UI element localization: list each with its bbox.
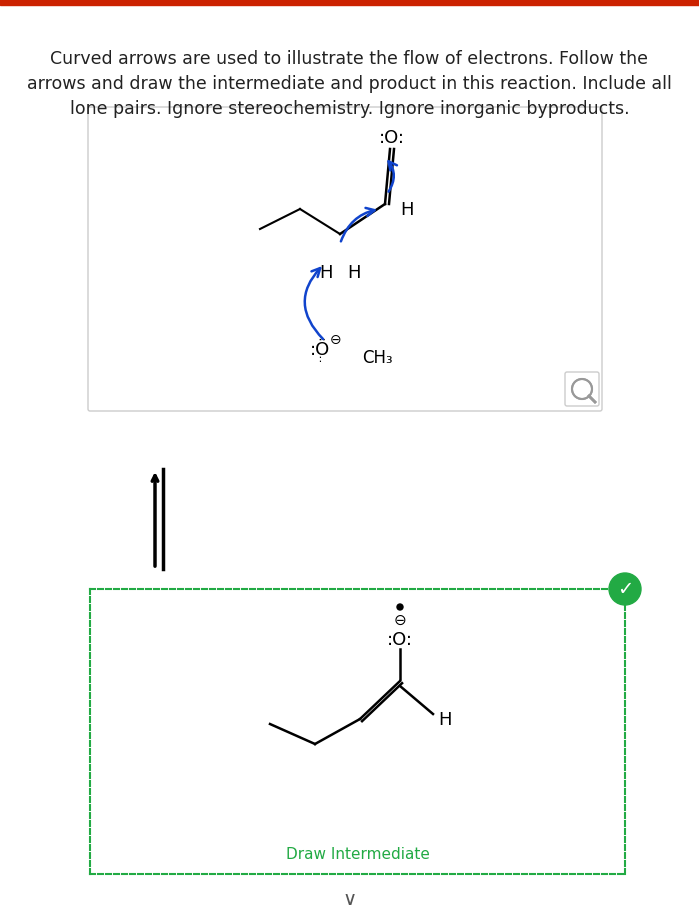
- FancyArrowPatch shape: [305, 269, 323, 340]
- Text: ⊖: ⊖: [394, 612, 406, 627]
- Circle shape: [397, 604, 403, 610]
- FancyBboxPatch shape: [88, 107, 602, 412]
- Text: ✓: ✓: [617, 580, 633, 599]
- FancyBboxPatch shape: [565, 373, 599, 406]
- Text: CH₃: CH₃: [362, 349, 393, 366]
- Text: Curved arrows are used to illustrate the flow of electrons. Follow the
arrows an: Curved arrows are used to illustrate the…: [27, 50, 672, 118]
- Text: H: H: [438, 711, 452, 728]
- Text: Draw Intermediate: Draw Intermediate: [286, 846, 429, 862]
- Text: ⊖: ⊖: [330, 333, 342, 346]
- Circle shape: [609, 573, 641, 605]
- Text: :O:: :O:: [379, 128, 405, 147]
- Text: :O:: :O:: [387, 630, 413, 649]
- Text: ∨: ∨: [343, 889, 356, 908]
- Text: :Ö: :Ö: [310, 341, 330, 359]
- Text: H: H: [401, 200, 414, 219]
- Text: H: H: [319, 263, 333, 281]
- Text: H: H: [347, 263, 361, 281]
- Text: ∶: ∶: [319, 354, 322, 364]
- FancyArrowPatch shape: [389, 162, 397, 192]
- Bar: [0, 0, 699, 6]
- FancyArrowPatch shape: [341, 209, 375, 242]
